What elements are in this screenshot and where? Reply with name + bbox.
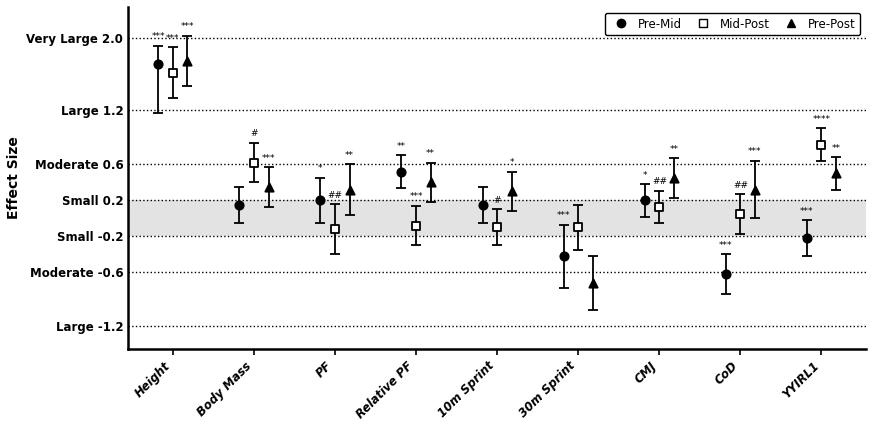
Point bbox=[181, 57, 195, 64]
Text: #: # bbox=[251, 129, 258, 138]
Text: ***: *** bbox=[152, 32, 165, 41]
Point bbox=[409, 222, 423, 229]
Bar bbox=[128, 200, 866, 236]
Text: ##: ## bbox=[732, 181, 748, 190]
Point bbox=[748, 186, 762, 193]
Point bbox=[733, 211, 747, 217]
Point bbox=[815, 141, 828, 148]
Text: ***: *** bbox=[166, 34, 180, 43]
Point bbox=[232, 202, 246, 208]
Point bbox=[247, 159, 261, 166]
Text: *: * bbox=[643, 171, 647, 180]
Point bbox=[328, 226, 342, 233]
Point bbox=[423, 179, 437, 186]
Text: ##: ## bbox=[652, 177, 667, 186]
Text: #: # bbox=[493, 196, 501, 205]
Point bbox=[571, 224, 585, 231]
Point bbox=[586, 280, 600, 287]
Point bbox=[342, 186, 356, 193]
Text: ##: ## bbox=[327, 190, 342, 199]
Point bbox=[166, 69, 180, 76]
Text: ***: *** bbox=[801, 207, 814, 216]
Point bbox=[313, 197, 327, 204]
Point bbox=[557, 253, 571, 260]
Text: ***: *** bbox=[181, 22, 194, 31]
Text: ***: *** bbox=[262, 154, 275, 163]
Point bbox=[800, 235, 814, 242]
Text: ***: *** bbox=[409, 192, 423, 201]
Text: ***: *** bbox=[719, 241, 732, 250]
Point bbox=[151, 60, 165, 67]
Point bbox=[637, 197, 651, 204]
Text: ***: *** bbox=[748, 147, 762, 156]
Text: **: ** bbox=[345, 151, 354, 160]
Point bbox=[490, 224, 504, 231]
Text: **: ** bbox=[426, 149, 435, 158]
Point bbox=[652, 203, 666, 210]
Point bbox=[667, 175, 681, 181]
Text: **: ** bbox=[832, 144, 841, 153]
Y-axis label: Effect Size: Effect Size bbox=[7, 137, 21, 220]
Legend: Pre-Mid, Mid-Post, Pre-Post: Pre-Mid, Mid-Post, Pre-Post bbox=[605, 13, 860, 35]
Text: **: ** bbox=[670, 145, 678, 154]
Point bbox=[829, 170, 843, 177]
Text: ****: **** bbox=[813, 115, 830, 124]
Text: *: * bbox=[510, 158, 514, 167]
Point bbox=[476, 202, 490, 208]
Text: ***: *** bbox=[557, 211, 570, 220]
Point bbox=[395, 168, 409, 175]
Text: **: ** bbox=[397, 142, 406, 151]
Point bbox=[505, 188, 519, 195]
Text: *: * bbox=[318, 164, 323, 173]
Point bbox=[718, 271, 732, 278]
Point bbox=[262, 184, 276, 190]
